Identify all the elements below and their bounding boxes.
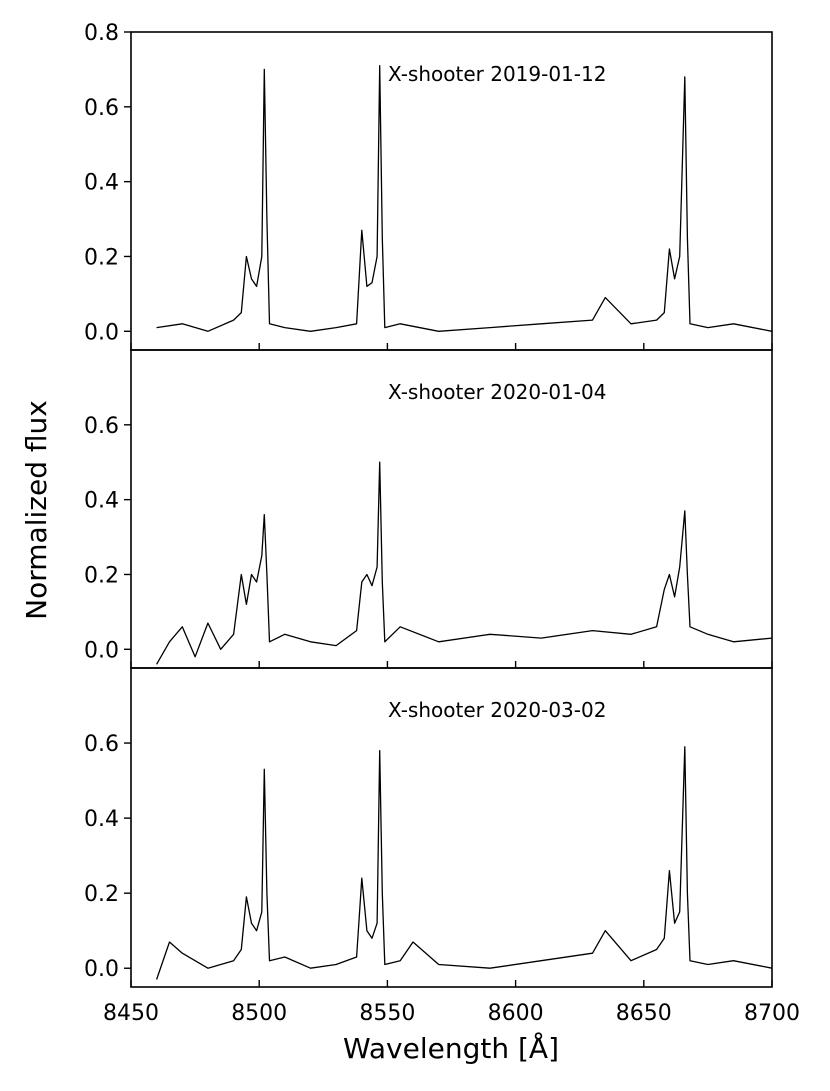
y-tick-label: 0.4 xyxy=(84,489,119,514)
panel-1: 0.0 0.2 0.4 0.6 0.8 X-shooter 2019-01-12 xyxy=(84,21,773,351)
x-tick-label: 8600 xyxy=(488,1001,544,1026)
spectrum-line xyxy=(155,746,773,980)
y-tick-label: 0.0 xyxy=(84,320,119,345)
y-tick-label: 0.8 xyxy=(84,21,119,46)
y-tick-label: 0.0 xyxy=(84,638,119,663)
spectrum-line xyxy=(156,65,773,332)
x-tick-label: 8500 xyxy=(231,1001,287,1026)
y-tick-label: 0.6 xyxy=(84,96,119,121)
y-tick-label: 0.6 xyxy=(84,414,119,439)
y-tick-label: 0.2 xyxy=(84,245,119,270)
y-tick-label: 0.2 xyxy=(84,882,119,907)
panel-3: 0.0 0.2 0.4 0.6 X-shooter 2020-03-02 xyxy=(84,667,773,988)
panels-group: 0.00.20.40.60.8X-shooter 2019-01-120.00.… xyxy=(84,21,800,1026)
x-tick-label: 8450 xyxy=(103,1001,159,1026)
panel-label: X-shooter 2020-03-02 xyxy=(388,698,606,722)
y-tick-label: 0.4 xyxy=(84,171,119,196)
y-axis-title: Normalized flux xyxy=(20,400,53,620)
y-tick-label: 0.4 xyxy=(84,807,119,832)
x-tick-label: 8650 xyxy=(616,1001,672,1026)
x-tick-label: 8550 xyxy=(359,1001,415,1026)
x-axis-title: Wavelength [Å] xyxy=(343,1031,559,1065)
panel-label: X-shooter 2019-01-12 xyxy=(388,62,606,86)
y-tick-label: 0.0 xyxy=(84,957,119,982)
y-tick-label: 0.2 xyxy=(84,563,119,588)
panel-frame xyxy=(130,667,773,988)
spectrum-line xyxy=(156,461,773,665)
panel-label: X-shooter 2020-01-04 xyxy=(388,380,606,404)
x-tick-label: 8700 xyxy=(744,1001,800,1026)
y-tick-label: 0.6 xyxy=(84,732,119,757)
panel-2: 0.0 0.2 0.4 0.6 X-shooter 2020-01-04 xyxy=(84,349,773,669)
